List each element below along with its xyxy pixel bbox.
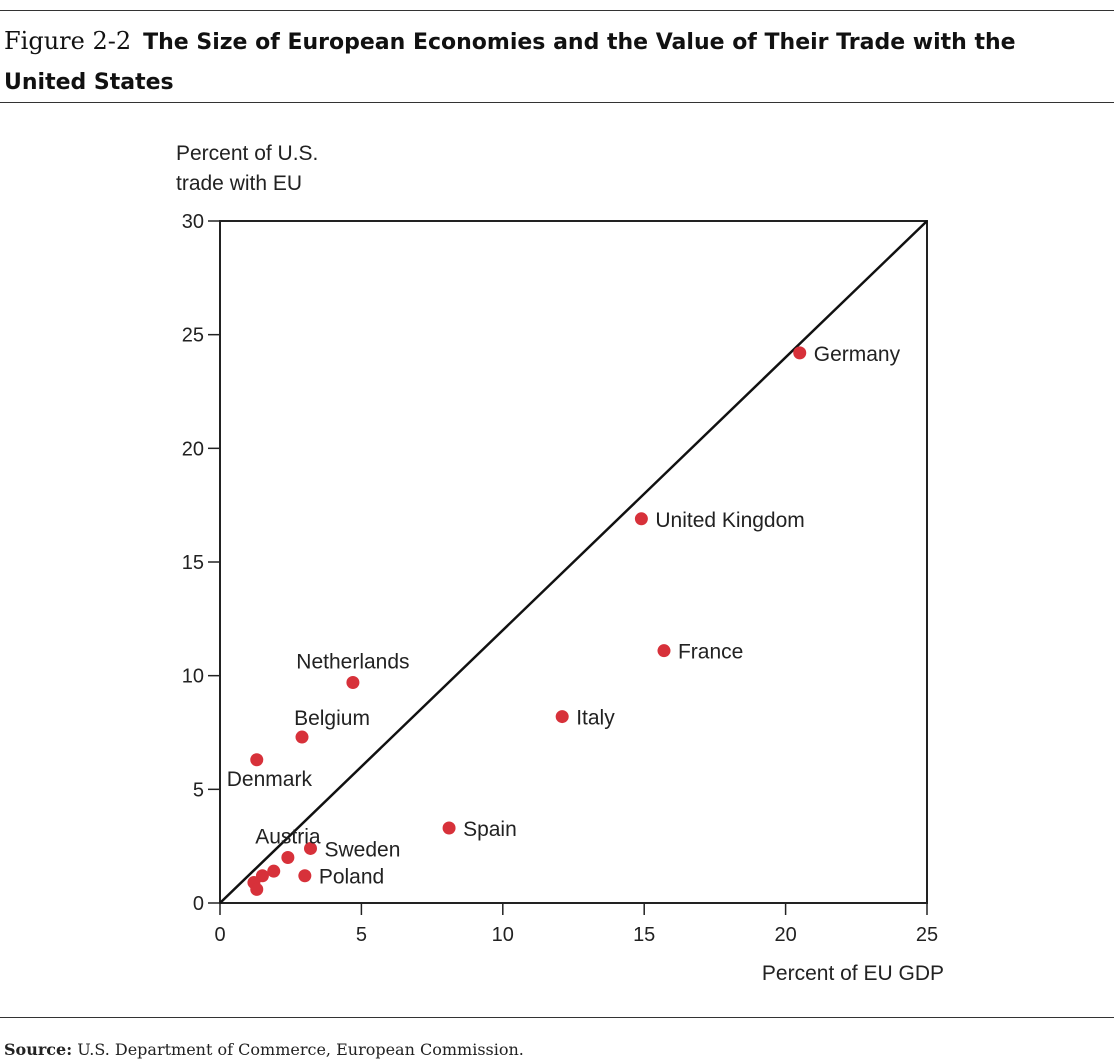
- y-tick-label-0: 0: [193, 893, 204, 915]
- y-axis-label-line-1: trade with EU: [176, 172, 302, 195]
- source-prefix: Source:: [4, 1040, 73, 1059]
- figure-heading: Figure 2-2 The Size of European Economies…: [4, 22, 1104, 104]
- data-label-3: Italy: [576, 707, 615, 730]
- top-rule: [0, 10, 1114, 11]
- data-point-9: [298, 869, 312, 883]
- y-tick-label-6: 30: [182, 211, 204, 233]
- data-label-6: Belgium: [294, 707, 370, 730]
- data-label-2: France: [678, 641, 743, 664]
- data-label-0: Germany: [814, 343, 901, 366]
- figure-label: Figure 2-2: [4, 27, 132, 55]
- data-point-5: [346, 675, 360, 689]
- data-point-11: [267, 864, 281, 878]
- x-tick-label-5: 25: [916, 924, 938, 946]
- data-point-3: [555, 710, 569, 724]
- y-tick-label-2: 10: [182, 666, 204, 688]
- data-point-6: [295, 730, 309, 744]
- data-label-9: Poland: [319, 866, 384, 889]
- source-text: U.S. Department of Commerce, European Co…: [77, 1040, 524, 1059]
- source-note: Source: U.S. Department of Commerce, Eur…: [4, 1040, 524, 1059]
- data-point-7: [250, 753, 264, 767]
- title-rule: [0, 102, 1114, 103]
- x-tick-label-4: 20: [774, 924, 796, 946]
- data-point-2: [657, 644, 671, 658]
- y-tick-label-1: 5: [193, 779, 204, 801]
- y-tick-label-5: 25: [182, 325, 204, 347]
- data-point-1: [634, 512, 648, 526]
- x-tick-label-1: 5: [356, 924, 367, 946]
- data-label-7: Denmark: [227, 768, 313, 791]
- data-label-8: Sweden: [324, 838, 400, 861]
- data-label-4: Spain: [463, 818, 517, 841]
- x-tick-label-0: 0: [214, 924, 225, 946]
- x-tick-label-2: 10: [492, 924, 514, 946]
- data-label-1: United Kingdom: [655, 509, 804, 532]
- y-tick-label-4: 20: [182, 438, 204, 460]
- x-tick-label-3: 15: [633, 924, 655, 946]
- data-label-5: Netherlands: [296, 650, 409, 673]
- data-point-10: [281, 851, 295, 865]
- bottom-rule: [0, 1017, 1114, 1018]
- y-axis-label-line-0: Percent of U.S.: [176, 142, 318, 165]
- data-point-8: [303, 841, 317, 855]
- data-point-14: [250, 882, 264, 896]
- data-label-10: Austria: [255, 826, 321, 849]
- reference-line: [219, 220, 928, 904]
- x-axis-label: Percent of EU GDP: [762, 962, 944, 985]
- y-tick-label-3: 15: [182, 552, 204, 574]
- data-point-0: [793, 346, 807, 360]
- data-point-4: [442, 821, 456, 835]
- figure-title: The Size of European Economies and the V…: [4, 30, 1016, 95]
